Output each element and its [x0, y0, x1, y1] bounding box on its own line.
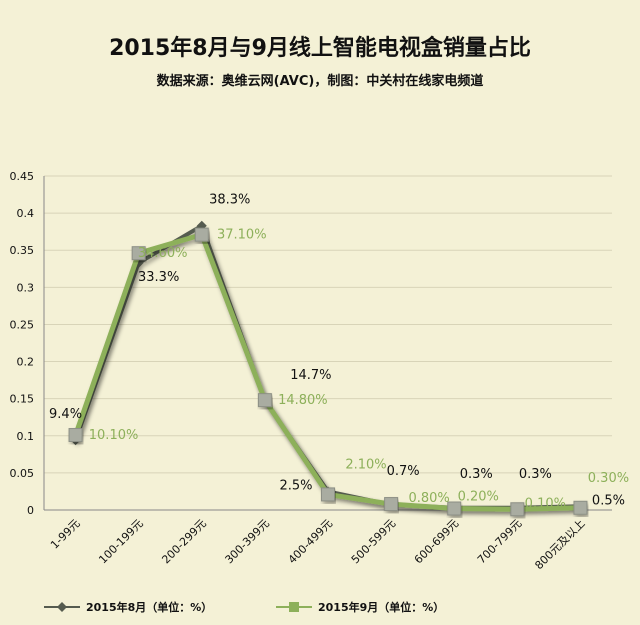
legend-label-sep: 2015年9月（单位：%） [318, 601, 445, 614]
y-tick-label: 0.35 [10, 244, 35, 257]
legend-line-sep-icon [276, 602, 312, 612]
data-label-aug: 0.3% [519, 467, 552, 482]
x-tick-label: 300-399元 [223, 517, 272, 566]
data-point-sep [321, 487, 335, 502]
data-point-sep [384, 497, 399, 512]
data-label-sep: 34.60% [138, 246, 188, 261]
data-label-sep: 10.10% [89, 428, 139, 443]
data-point-sep [257, 393, 272, 408]
data-point-sep [131, 246, 146, 261]
data-label-sep: 0.20% [458, 490, 499, 505]
x-tick-label: 100-199元 [96, 517, 145, 566]
data-label-aug: 9.4% [49, 407, 82, 422]
chart-title: 2015年8月与9月线上智能电视盒销量占比 [109, 36, 531, 61]
data-point-sep [68, 428, 83, 443]
y-tick-label: 0.1 [17, 430, 35, 443]
data-label-sep: 2.10% [345, 457, 386, 472]
chart-subtitle: 数据来源：奥维云网(AVC)，制图：中关村在线家电频道 [156, 74, 484, 89]
y-tick-label: 0.05 [10, 467, 35, 480]
y-tick-label: 0.4 [17, 207, 35, 220]
data-point-sep [510, 502, 525, 517]
y-tick-label: 0.2 [17, 356, 35, 369]
series-line-aug [73, 223, 583, 510]
data-label-sep: 37.10% [217, 228, 267, 243]
data-label-aug: 0.3% [460, 467, 493, 482]
data-point-sep [573, 500, 588, 515]
data-label-aug: 0.7% [387, 464, 420, 479]
x-tick-label: 400-499元 [286, 517, 335, 566]
data-label-aug: 2.5% [279, 478, 312, 493]
legend-entry-aug: 2015年8月（单位：%） [44, 598, 212, 616]
legend-label-aug: 2015年8月（单位：%） [86, 601, 213, 614]
legend-entry-sep: 2015年9月（单位：%） [276, 598, 444, 616]
data-label-aug: 33.3% [138, 270, 179, 285]
data-point-sep [447, 501, 462, 516]
data-label-sep: 0.10% [525, 496, 566, 511]
y-tick-label: 0.25 [10, 318, 35, 331]
data-label-sep: 0.80% [408, 491, 449, 506]
x-tick-label: 500-599元 [349, 517, 398, 566]
y-tick-label: 0.45 [10, 170, 35, 183]
x-tick-label: 1-99元 [48, 517, 83, 552]
x-tick-label: 600-699元 [412, 517, 461, 566]
x-tick-label: 200-299元 [159, 517, 208, 566]
x-tick-label: 700-799元 [475, 517, 524, 566]
legend-line-aug-icon [44, 602, 80, 612]
data-point-sep [194, 227, 209, 242]
data-label-aug: 0.5% [592, 493, 625, 508]
data-label-aug: 38.3% [209, 193, 250, 208]
y-tick-label: 0.15 [10, 393, 35, 406]
data-label-aug: 14.7% [290, 368, 331, 383]
data-label-sep: 0.30% [588, 471, 629, 486]
y-tick-label: 0.3 [17, 281, 35, 294]
y-tick-label: 0 [27, 504, 34, 517]
data-label-sep: 14.80% [278, 393, 328, 408]
x-tick-label: 800元及以上 [532, 517, 587, 572]
